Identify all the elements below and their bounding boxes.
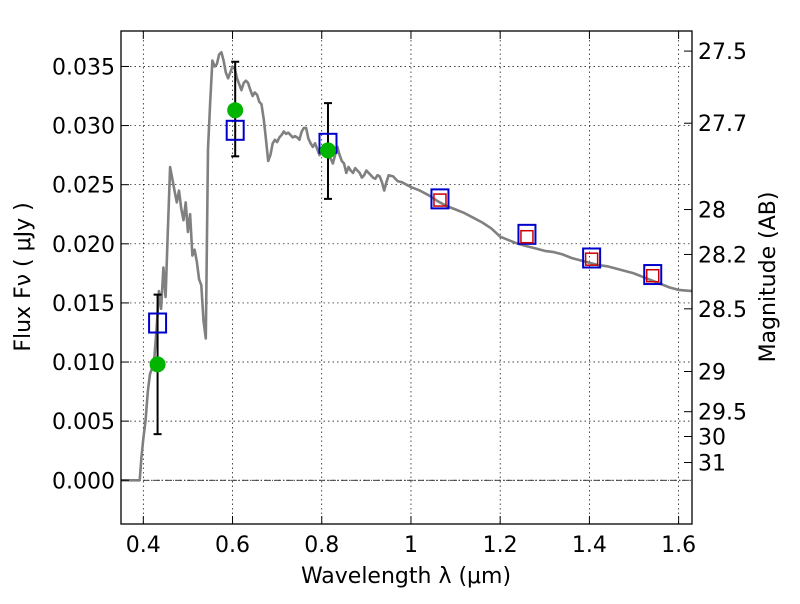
x-tick-label: 0.4 [126,533,161,558]
model-flux-square [430,188,450,210]
x-tick-label: 1.2 [483,533,518,558]
y-tick-label: 0.020 [52,233,115,258]
y-tick-label: 0.015 [52,292,115,317]
model-flux-square [225,119,245,141]
y-tick-label: 0.005 [52,410,115,435]
x-tick-layer: 0.4 0.6 0.8 1 1.2 1.4 1.6 [126,31,696,558]
y-tick-layer: 0.000 0.005 0.010 0.015 0.020 0.025 0.030 0.035 [52,55,129,494]
y-tick-label: 0.035 [52,55,115,80]
magnitude-tick-label: 28 [698,199,726,224]
model-flux-square [582,247,602,269]
magnitude-tick-label: 30 [698,426,726,451]
synthetic-flux-square [520,229,534,244]
synthetic-flux-square [645,268,660,283]
plot-background [121,31,692,524]
magnitude-tick-label: 28.2 [698,243,747,268]
magnitude-tick-label: 27.7 [698,112,747,137]
x-axis-label: Wavelength λ (μm) [301,564,511,589]
y-tick-label: 0.000 [52,469,115,494]
spectrum-layer [121,50,693,482]
model-flux-square [148,312,168,334]
model-flux-square [517,223,537,245]
y-axis-label: Flux Fν ( μJy ) [11,202,36,351]
magnitude-tick-label: 29.5 [698,401,747,426]
magnitude-tick-label: 28.5 [698,298,747,323]
observed-flux-point [319,142,336,159]
synthetic-flux-square [584,252,599,266]
y-tick-label: 0.030 [52,115,115,140]
observed-flux-point [227,102,244,119]
x-tick-label: 0.8 [304,533,339,558]
magnitude-tick-label: 29 [698,360,726,385]
x-tick-label: 1.4 [572,533,607,558]
x-tick-label: 1 [404,533,418,558]
y-tick-label: 0.025 [52,174,115,199]
synthetic-flux-square [433,193,447,207]
marker-layer [148,102,663,373]
model-flux-square [643,264,663,286]
magnitude-tick-label: 27.5 [698,40,747,65]
y-tick-label: 0.010 [52,351,115,376]
x-tick-label: 1.6 [661,533,696,558]
x-tick-label: 0.6 [215,533,250,558]
plot-frame [120,30,693,525]
observed-flux-point [149,356,166,373]
spectrum-line [121,50,693,482]
y2-axis-label: Magnitude (AB) [756,192,781,363]
magnitude-tick-label: 31 [698,452,726,477]
